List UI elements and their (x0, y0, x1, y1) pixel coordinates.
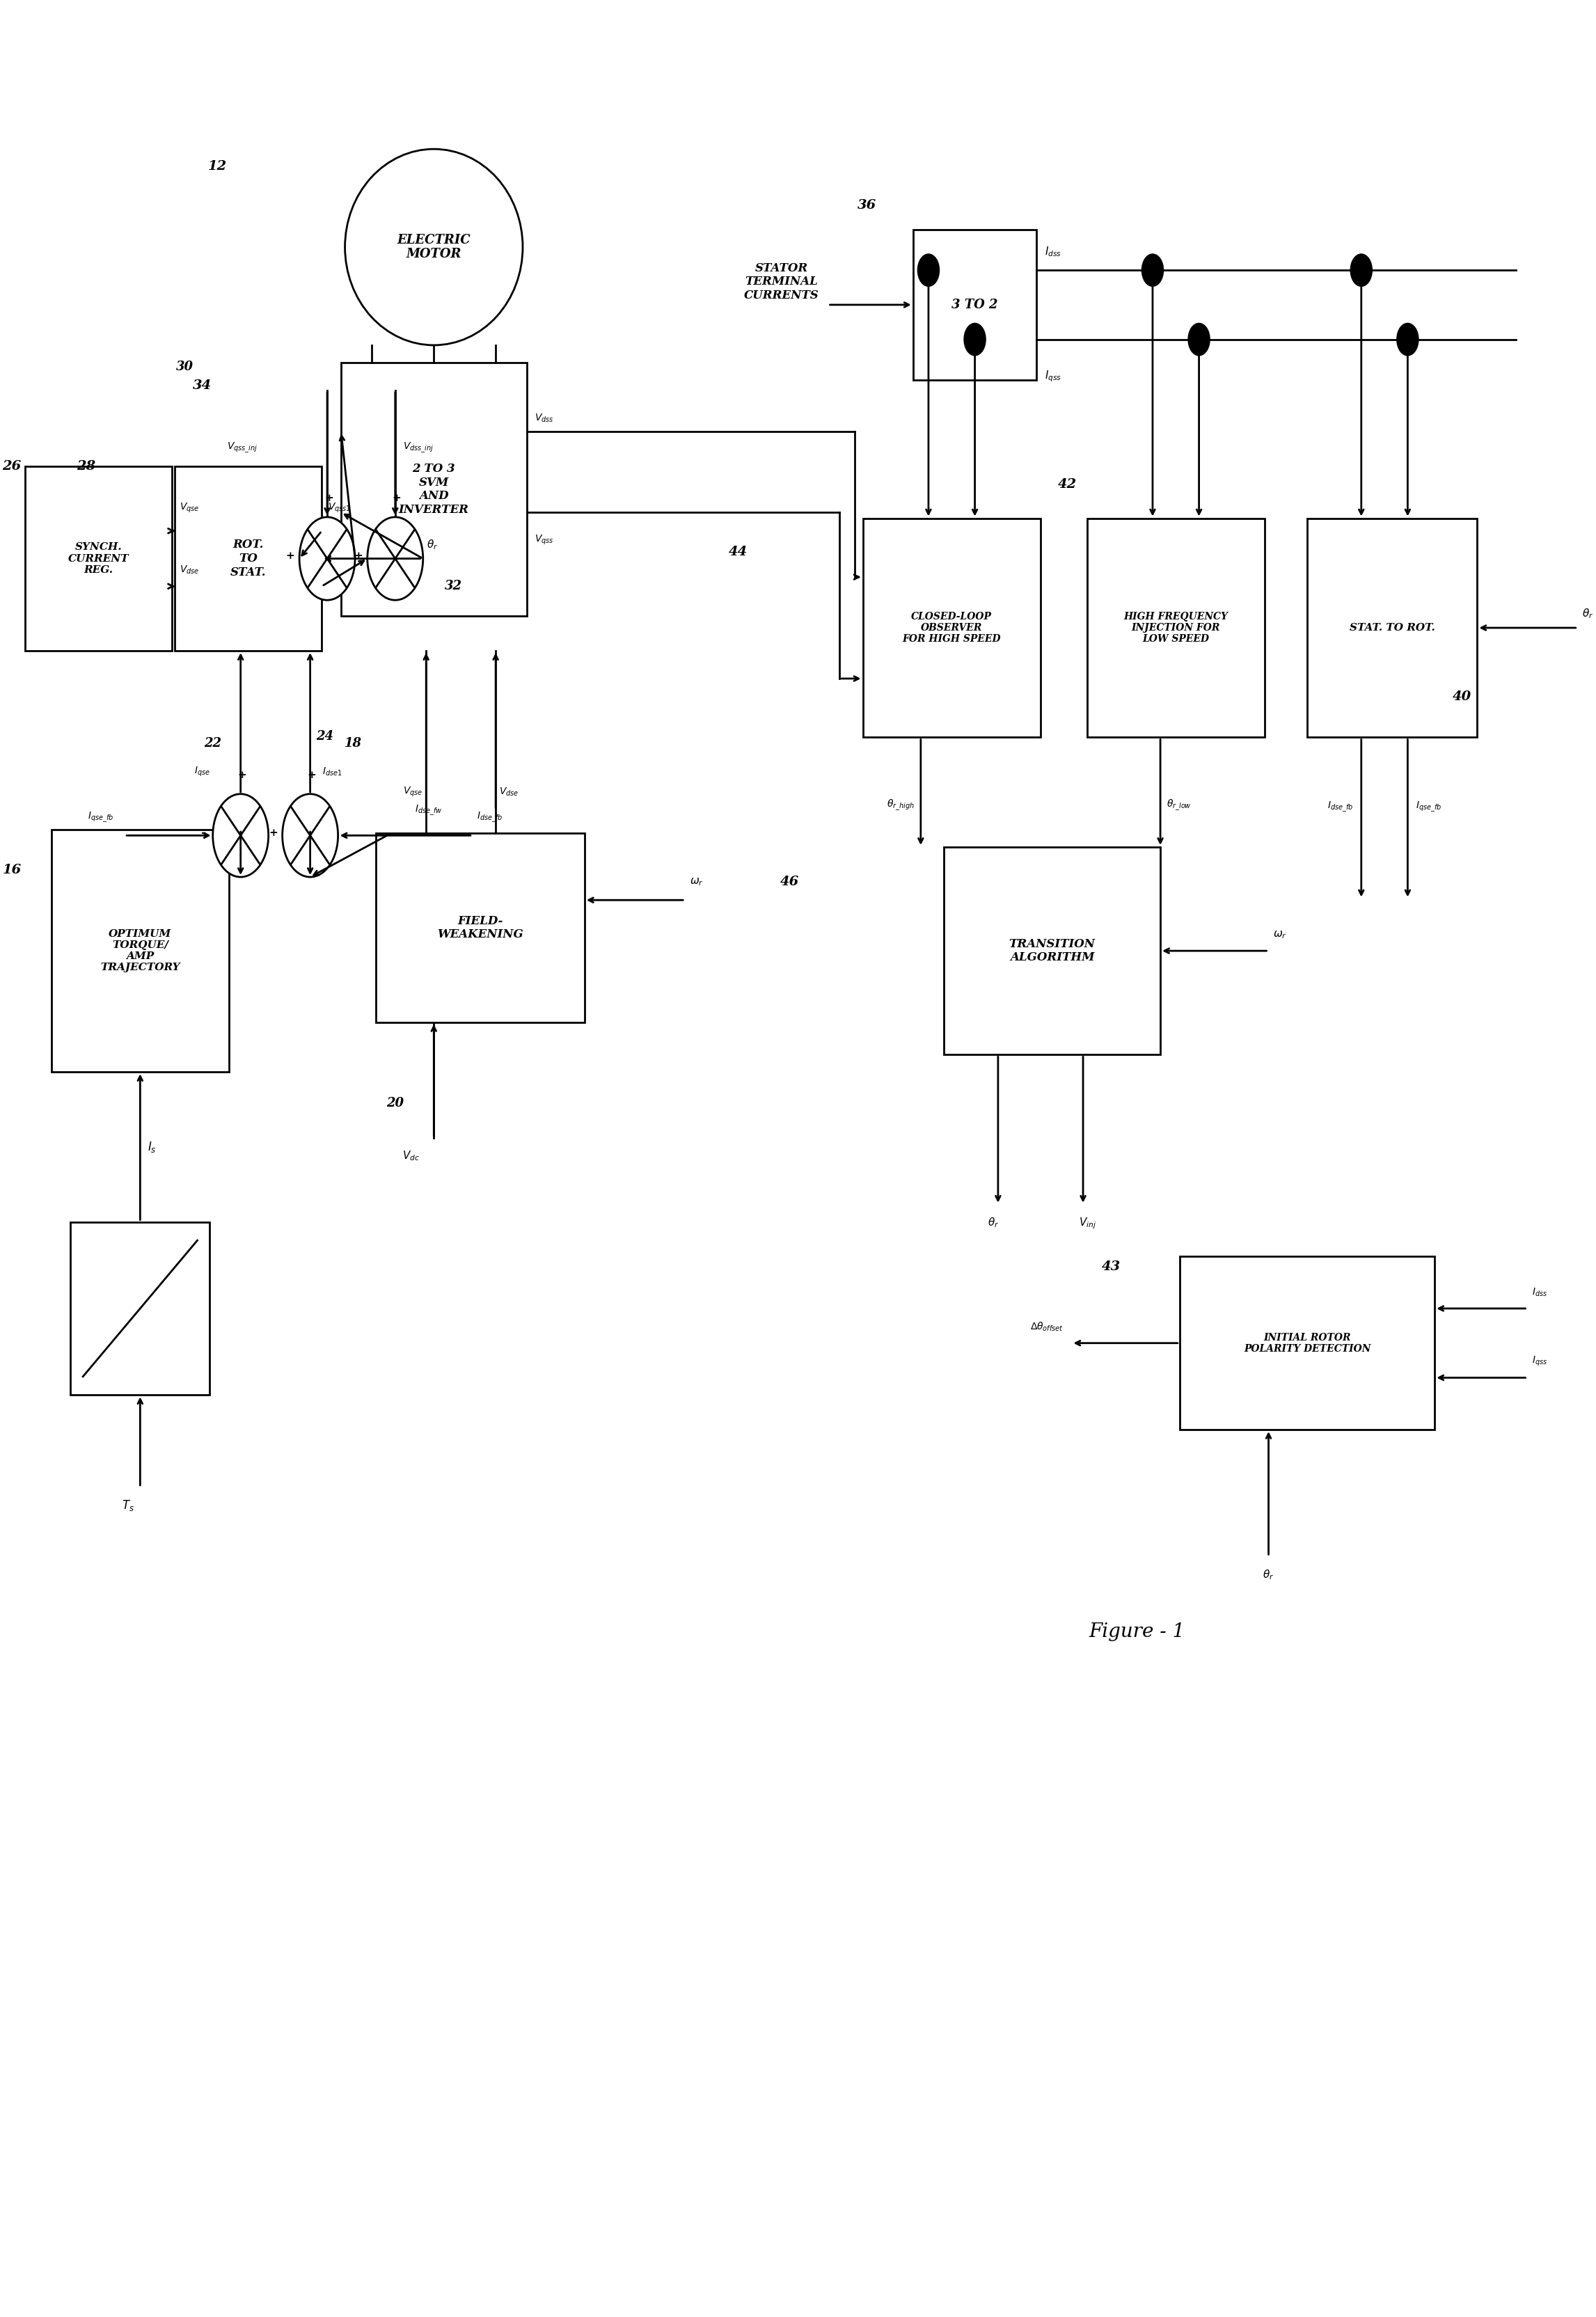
Circle shape (918, 255, 940, 287)
Text: STATOR
TERMINAL
CURRENTS: STATOR TERMINAL CURRENTS (744, 262, 819, 301)
Text: $V_{dss\_inj}$: $V_{dss\_inj}$ (402, 440, 434, 454)
Text: $I_{qss}$: $I_{qss}$ (1044, 368, 1061, 385)
Text: FIELD-
WEAKENING: FIELD- WEAKENING (437, 915, 523, 941)
FancyBboxPatch shape (1087, 519, 1264, 737)
Text: $\omega_r$: $\omega_r$ (1274, 929, 1286, 941)
Text: $\theta_{r\_low}$: $\theta_{r\_low}$ (1167, 799, 1192, 813)
Circle shape (282, 795, 338, 878)
FancyBboxPatch shape (863, 519, 1041, 737)
Text: $V_{dc}$: $V_{dc}$ (402, 1149, 420, 1163)
Text: $V_{qss}$: $V_{qss}$ (535, 533, 554, 547)
Circle shape (1141, 255, 1163, 287)
Text: +: + (324, 494, 334, 503)
Text: +: + (268, 827, 278, 839)
Text: $V_{qss1}$: $V_{qss1}$ (327, 500, 351, 514)
Text: 12: 12 (207, 160, 227, 171)
Text: HIGH FREQUENCY
INJECTION FOR
LOW SPEED: HIGH FREQUENCY INJECTION FOR LOW SPEED (1124, 612, 1227, 644)
Text: $V_{qss\_inj}$: $V_{qss\_inj}$ (227, 440, 257, 454)
Text: 30: 30 (176, 361, 193, 373)
Text: 28: 28 (77, 461, 96, 473)
FancyBboxPatch shape (913, 229, 1037, 380)
Text: 18: 18 (345, 737, 362, 748)
Text: $V_{dss}$: $V_{dss}$ (535, 412, 554, 424)
Text: $I_{dss}$: $I_{dss}$ (1044, 246, 1061, 257)
Text: $V_{dse}$: $V_{dse}$ (180, 565, 200, 577)
Text: $\Delta\theta_{offset}$: $\Delta\theta_{offset}$ (1031, 1321, 1063, 1332)
Text: 46: 46 (780, 876, 800, 887)
FancyBboxPatch shape (26, 466, 172, 651)
Text: +: + (286, 551, 295, 561)
Text: $T_s$: $T_s$ (121, 1499, 134, 1513)
FancyBboxPatch shape (943, 848, 1160, 1054)
Text: 42: 42 (1058, 480, 1077, 491)
FancyBboxPatch shape (342, 361, 527, 616)
FancyBboxPatch shape (176, 466, 322, 651)
Text: $I_{qse\_fb}$: $I_{qse\_fb}$ (88, 811, 113, 825)
Text: 32: 32 (445, 579, 463, 593)
Text: 20: 20 (386, 1096, 404, 1110)
Text: 43: 43 (1101, 1260, 1120, 1274)
Text: $V_{qse}$: $V_{qse}$ (180, 500, 200, 514)
Circle shape (212, 795, 268, 878)
Text: $I_{qss}$: $I_{qss}$ (1532, 1355, 1548, 1367)
Text: TRANSITION
ALGORITHM: TRANSITION ALGORITHM (1009, 938, 1095, 964)
Text: $V_{inj}$: $V_{inj}$ (1079, 1216, 1096, 1230)
Text: +: + (238, 772, 247, 781)
Text: $I_{dss}$: $I_{dss}$ (1532, 1286, 1548, 1298)
Text: 40: 40 (1452, 690, 1472, 704)
Text: 36: 36 (857, 199, 876, 211)
Circle shape (1350, 255, 1373, 287)
Text: 26: 26 (2, 461, 21, 473)
Circle shape (1187, 324, 1210, 355)
Text: +: + (393, 494, 401, 503)
Text: $\omega_r$: $\omega_r$ (689, 876, 704, 887)
Text: $I_{dse\_fb}$: $I_{dse\_fb}$ (477, 811, 503, 825)
FancyBboxPatch shape (1179, 1256, 1435, 1430)
FancyBboxPatch shape (70, 1221, 209, 1395)
Circle shape (1396, 324, 1419, 355)
Text: 34: 34 (193, 380, 211, 392)
Text: $\theta_{r\_high}$: $\theta_{r\_high}$ (887, 799, 915, 813)
Text: $\theta_r$: $\theta_r$ (1582, 607, 1594, 621)
Text: ROT.
TO
STAT.: ROT. TO STAT. (230, 540, 267, 579)
Text: CLOSED-LOOP
OBSERVER
FOR HIGH SPEED: CLOSED-LOOP OBSERVER FOR HIGH SPEED (902, 612, 1001, 644)
Text: $I_s$: $I_s$ (148, 1140, 156, 1154)
Text: $I_{dse\_fb}$: $I_{dse\_fb}$ (1328, 799, 1353, 813)
Text: $\theta_r$: $\theta_r$ (988, 1216, 999, 1230)
Text: SYNCH.
CURRENT
REG.: SYNCH. CURRENT REG. (69, 542, 129, 575)
Text: +: + (354, 551, 362, 561)
Text: 24: 24 (316, 730, 334, 741)
Circle shape (964, 324, 986, 355)
FancyBboxPatch shape (51, 829, 228, 1073)
Text: $V_{dse}$: $V_{dse}$ (500, 785, 519, 797)
Text: INITIAL ROTOR
POLARITY DETECTION: INITIAL ROTOR POLARITY DETECTION (1243, 1332, 1371, 1353)
Text: $V_{dss1}$: $V_{dss1}$ (327, 558, 351, 570)
Text: $I_{dse\_fw}$: $I_{dse\_fw}$ (415, 804, 442, 818)
Text: +: + (308, 772, 316, 781)
Text: 2 TO 3
SVM
AND
INVERTER: 2 TO 3 SVM AND INVERTER (399, 463, 469, 517)
Text: 22: 22 (204, 737, 222, 748)
Text: Figure - 1: Figure - 1 (1088, 1622, 1186, 1640)
Circle shape (300, 517, 354, 600)
Text: 3 TO 2: 3 TO 2 (951, 299, 998, 310)
Text: $\theta_r$: $\theta_r$ (1262, 1569, 1274, 1580)
Text: $\theta_r$: $\theta_r$ (426, 538, 439, 551)
FancyBboxPatch shape (377, 834, 584, 1022)
Ellipse shape (345, 148, 523, 345)
Text: 44: 44 (729, 544, 749, 558)
Text: $I_{dse1}$: $I_{dse1}$ (322, 767, 343, 779)
Text: 16: 16 (2, 864, 21, 876)
Text: $I_{qse\_fb}$: $I_{qse\_fb}$ (1416, 799, 1441, 813)
Text: $I_{qse}$: $I_{qse}$ (195, 765, 211, 779)
Text: STAT. TO ROT.: STAT. TO ROT. (1350, 623, 1435, 633)
Text: -: - (201, 827, 206, 839)
Text: $V_{qse}$: $V_{qse}$ (404, 785, 423, 797)
Text: OPTIMUM
TORQUE/
AMP
TRAJECTORY: OPTIMUM TORQUE/ AMP TRAJECTORY (101, 929, 180, 973)
Circle shape (367, 517, 423, 600)
Text: ELECTRIC
MOTOR: ELECTRIC MOTOR (397, 234, 471, 260)
FancyBboxPatch shape (1307, 519, 1478, 737)
